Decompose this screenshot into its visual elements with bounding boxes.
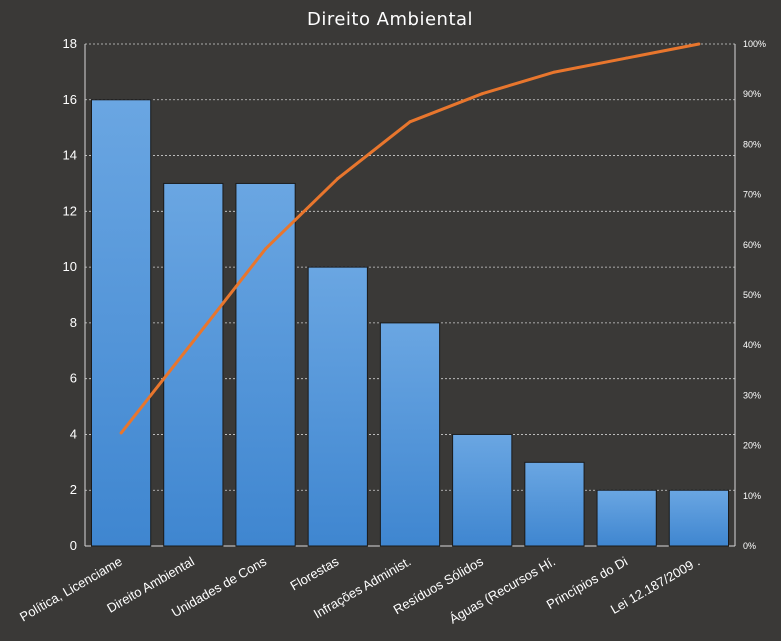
y-tick-label: 0 (70, 538, 77, 553)
y-tick-label: 12 (63, 203, 77, 218)
y-tick-label: 2 (70, 482, 77, 497)
cumulative-point (336, 177, 340, 181)
cumulative-point (119, 431, 123, 435)
y-tick-label: 14 (63, 148, 77, 163)
y-tick-label: 10 (63, 259, 77, 274)
y-tick-label: 4 (70, 426, 77, 441)
cumulative-point (625, 56, 629, 60)
bar (163, 182, 224, 547)
chart-title: Direito Ambiental (307, 9, 473, 30)
cumulative-line-group (119, 42, 701, 435)
y-tick-label: 6 (70, 371, 77, 386)
bar (452, 433, 513, 547)
y2-tick-label: 0% (743, 541, 756, 551)
y2-tick-label: 20% (743, 441, 761, 451)
y2-tick-label: 70% (743, 190, 761, 200)
y2-tick-label: 60% (743, 240, 761, 250)
bar (379, 322, 441, 547)
cumulative-point (480, 92, 484, 96)
x-tick-label: Política, Licenciame (17, 554, 125, 625)
y-tick-label: 8 (70, 315, 77, 330)
y2-axis-ticks: 0% 10% 20% 30% 40% 50% 60% 70% 80% 90% 100% (743, 39, 766, 551)
x-tick-label: Florestas (287, 553, 341, 593)
y-tick-label: 18 (63, 36, 77, 51)
cumulative-point (697, 42, 701, 46)
bar (235, 182, 296, 547)
bar (91, 99, 152, 547)
bar (596, 489, 657, 547)
y-tick-label: 16 (63, 92, 77, 107)
y2-tick-label: 80% (743, 139, 761, 149)
y-axis-ticks: 0 2 4 6 8 10 12 14 16 18 (63, 36, 77, 553)
bar (307, 266, 368, 547)
cumulative-point (264, 247, 268, 251)
y2-tick-label: 50% (743, 290, 761, 300)
y2-tick-label: 10% (743, 491, 761, 501)
y2-tick-label: 40% (743, 340, 761, 350)
bar (668, 489, 729, 547)
y2-tick-label: 90% (743, 89, 761, 99)
cumulative-point (191, 339, 195, 343)
y2-tick-label: 30% (743, 390, 761, 400)
cumulative-point (552, 70, 556, 74)
cumulative-point (408, 120, 412, 124)
bar (524, 461, 585, 547)
y2-tick-label: 100% (743, 39, 766, 49)
bars (91, 99, 729, 547)
